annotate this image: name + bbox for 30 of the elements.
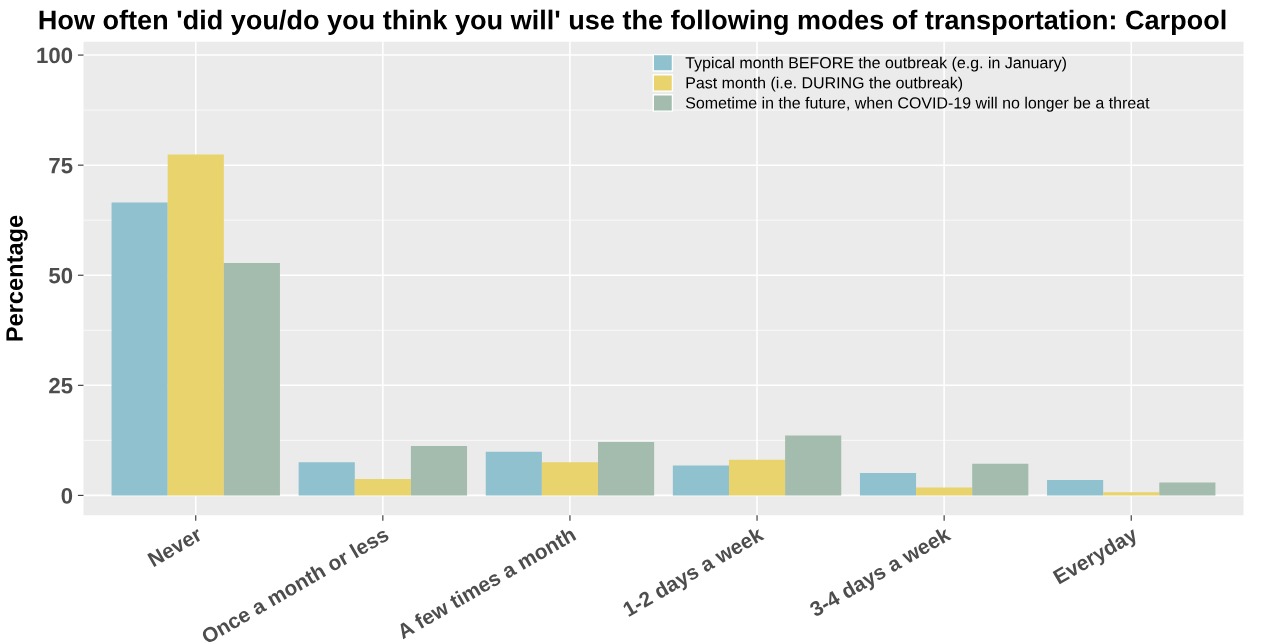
- x-tick-label: 1-2 days a week: [621, 525, 767, 621]
- y-tick-label: 75: [49, 157, 73, 174]
- bar: [1159, 482, 1216, 496]
- y-tick-label: 25: [49, 377, 73, 394]
- x-tick-label: 3-4 days a week: [808, 525, 954, 621]
- bar: [972, 463, 1029, 496]
- bar: [916, 487, 973, 496]
- bar: [1103, 492, 1160, 496]
- bar: [111, 202, 168, 496]
- legend-label: Sometime in the future, when COVID-19 will no longer be a threat: [685, 96, 1150, 112]
- bar: [298, 462, 355, 496]
- bar: [859, 472, 917, 496]
- bar: [672, 465, 729, 496]
- bar: [728, 459, 786, 496]
- bar: [1047, 479, 1104, 496]
- bar: [485, 451, 542, 496]
- legend-label: Past month (i.e. DURING the outbreak): [686, 76, 963, 92]
- chart-title: How often 'did you/do you think you will' use the following modes of transportation: Carpool: [39, 9, 1226, 36]
- bar: [223, 262, 280, 496]
- bar: [541, 462, 599, 496]
- bar: [598, 442, 655, 496]
- legend-label: Typical month BEFORE the outbreak (e.g. in January): [685, 56, 1066, 72]
- bar: [354, 479, 411, 496]
- y-tick-label: 0: [61, 487, 73, 504]
- bar: [785, 435, 842, 496]
- y-axis-title: Percentage: [6, 215, 28, 341]
- bar: [410, 446, 468, 496]
- y-tick-label: 100: [37, 47, 73, 64]
- y-tick-label: 50: [49, 267, 73, 284]
- bar: [167, 154, 224, 496]
